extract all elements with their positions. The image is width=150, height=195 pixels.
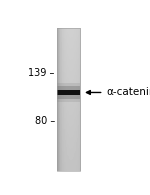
Bar [57, 95, 80, 99]
Bar [57, 95, 80, 102]
Bar [57, 83, 80, 90]
Text: α-catenin: α-catenin [106, 88, 150, 98]
Bar [57, 86, 80, 90]
Bar [57, 90, 80, 95]
Bar [57, 28, 80, 171]
Text: 139 –: 139 – [28, 68, 55, 78]
Text: 80 –: 80 – [34, 116, 55, 126]
